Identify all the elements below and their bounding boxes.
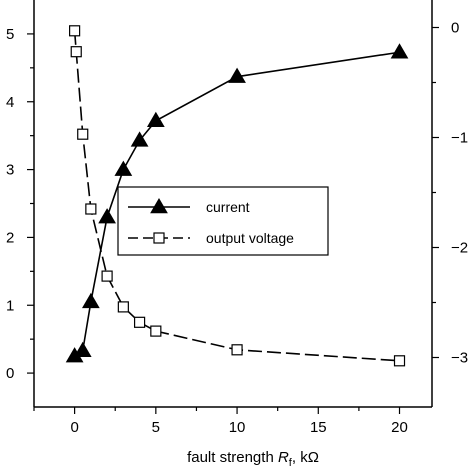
legend-label: current (206, 199, 250, 215)
x-tick-label: 15 (310, 419, 327, 436)
current-marker (130, 131, 149, 147)
voltage-marker (150, 325, 162, 337)
legend-label: output voltage (206, 230, 294, 246)
current-marker (114, 160, 133, 176)
x-tick-label: 10 (229, 419, 246, 436)
legend-box (117, 186, 329, 256)
y-tick-label: 1 (6, 297, 14, 314)
legend-current-marker (150, 198, 168, 214)
voltage-marker (133, 316, 146, 328)
x-tick-label: 5 (152, 419, 160, 436)
y2-tick-label: −3 (451, 350, 468, 367)
y-tick-label: 5 (6, 26, 14, 43)
series (65, 25, 409, 367)
y2-tick-label: −2 (451, 240, 468, 257)
voltage-marker (117, 301, 129, 313)
y-tick-label: 4 (6, 94, 14, 111)
y-tick-label: 0 (6, 365, 14, 382)
current-marker (73, 341, 92, 357)
voltage-marker (77, 128, 89, 140)
current-marker (81, 292, 100, 309)
legend: current output voltage (117, 186, 329, 256)
series-line-1 (73, 30, 400, 362)
y2-tick-label: 0 (451, 20, 459, 37)
series-current (65, 43, 409, 363)
current-marker (228, 67, 246, 83)
y-tick-label: 2 (6, 229, 14, 246)
series-output-voltage (69, 25, 406, 367)
current-marker (390, 43, 409, 59)
voltage-marker (231, 344, 243, 356)
voltage-marker (101, 270, 113, 282)
axes: 0 5 10 15 20 0 1 2 3 4 5 0 −1 −2 −3 (6, 0, 468, 436)
legend-voltage-marker (153, 232, 165, 244)
x-axis-title: fault strength Rf, kΩ (187, 449, 319, 469)
current-marker (98, 208, 116, 224)
voltage-marker (69, 25, 81, 37)
voltage-marker (393, 355, 406, 367)
x-tick-label: 0 (70, 419, 78, 436)
current-marker (146, 111, 165, 128)
voltage-marker (85, 203, 97, 215)
voltage-marker (70, 46, 82, 58)
y-tick-label: 3 (6, 162, 14, 179)
y2-tick-label: −1 (451, 130, 468, 147)
x-tick-label: 20 (391, 419, 408, 436)
